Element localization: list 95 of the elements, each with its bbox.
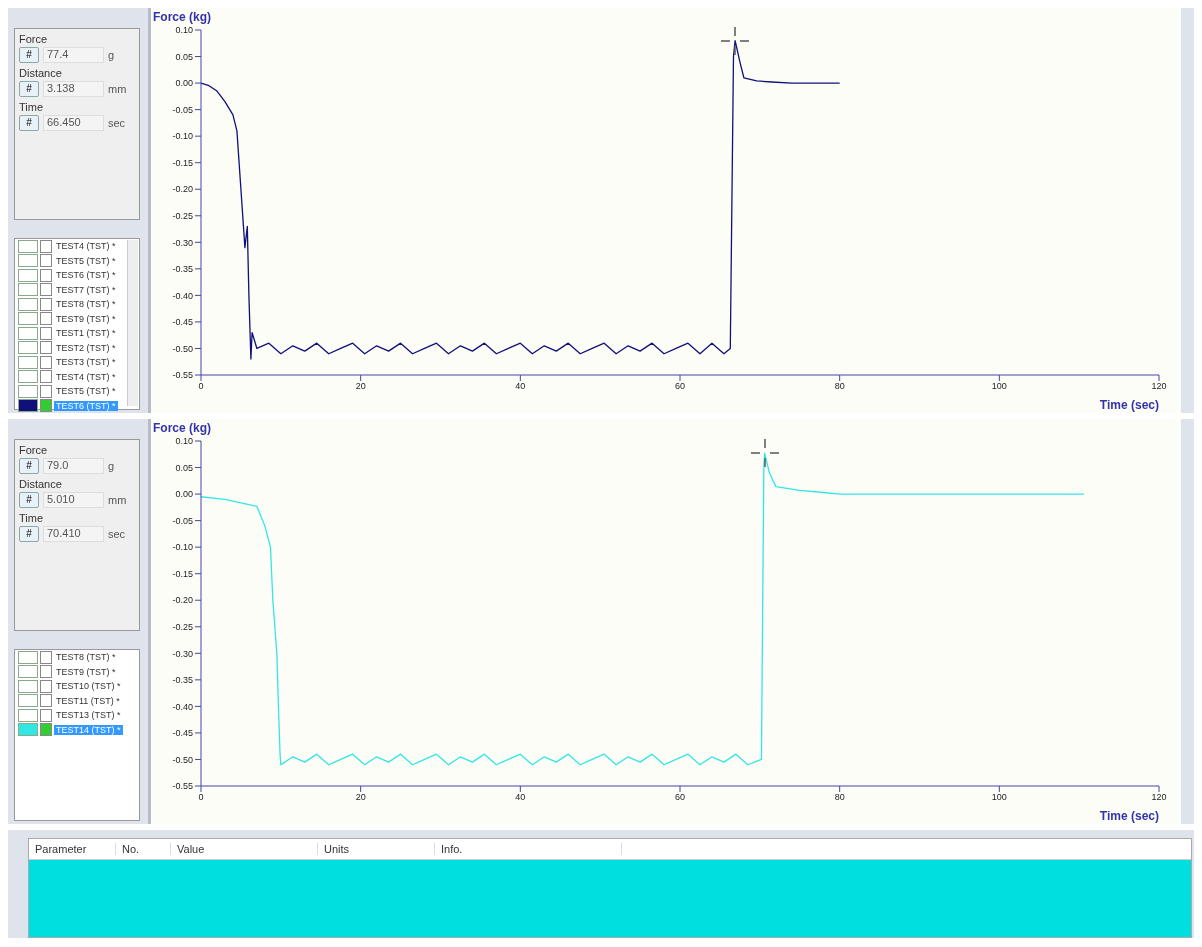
- text: No.: [116, 843, 171, 855]
- x-tick-label: 120: [1151, 381, 1167, 392]
- text: #: [19, 81, 39, 97]
- text: Units: [318, 843, 435, 855]
- y-axis-title: Force (kg): [153, 421, 212, 435]
- text: g: [108, 49, 115, 61]
- x-tick-label: 80: [834, 381, 845, 392]
- y-tick-label: -0.05: [172, 515, 193, 526]
- y-axis-title: Force (kg): [153, 10, 212, 24]
- x-tick-label: 60: [674, 381, 686, 392]
- text: TEST11 (TST) *: [55, 695, 121, 706]
- y-tick-label: -0.30: [172, 648, 193, 659]
- y-tick-label: 0.05: [175, 51, 193, 62]
- y-tick-label: -0.35: [172, 675, 193, 686]
- text: 66.450: [43, 115, 104, 131]
- text: #: [19, 115, 39, 131]
- y-tick-label: -0.35: [172, 264, 193, 275]
- text: TEST9 (TST) *: [55, 666, 117, 677]
- y-tick-label: -0.50: [172, 754, 193, 765]
- text: sec: [108, 117, 126, 129]
- x-tick-label: 60: [674, 792, 686, 803]
- text: TEST6 (TST) *: [55, 270, 117, 281]
- y-tick-label: -0.20: [172, 184, 193, 195]
- text: TEST14 (TST) *: [54, 724, 123, 735]
- x-tick-label: 0: [198, 381, 204, 392]
- text: TEST2 (TST) *: [55, 342, 117, 353]
- text: Info.: [435, 843, 622, 855]
- x-tick-label: 40: [515, 381, 526, 392]
- y-tick-label: -0.30: [172, 237, 193, 248]
- text: mm: [108, 83, 127, 95]
- y-tick-label: -0.05: [172, 104, 193, 115]
- text: 3.138: [43, 81, 104, 97]
- text: 79.0: [43, 458, 104, 474]
- text: Force: [19, 33, 49, 45]
- text: Parameter: [29, 843, 116, 855]
- y-tick-label: -0.45: [172, 317, 193, 328]
- text: #: [19, 458, 39, 474]
- text: mm: [108, 494, 127, 506]
- y-tick-label: -0.20: [172, 595, 193, 606]
- y-tick-label: -0.55: [172, 370, 193, 381]
- text: TEST1 (TST) *: [55, 328, 117, 339]
- text: TEST4 (TST) *: [55, 241, 117, 252]
- y-tick-label: -0.40: [172, 701, 193, 712]
- text: Distance: [19, 67, 63, 79]
- text: 77.4: [43, 47, 104, 63]
- y-tick-label: -0.45: [172, 728, 193, 739]
- x-tick-label: 80: [834, 792, 845, 803]
- text: #: [19, 47, 39, 63]
- text: 5.010: [43, 492, 104, 508]
- text: TEST8 (TST) *: [55, 299, 117, 310]
- line-series: [201, 452, 1085, 766]
- x-tick-label: 20: [355, 792, 366, 803]
- y-tick-label: -0.40: [172, 290, 193, 301]
- text: TEST4 (TST) *: [55, 371, 117, 382]
- text: Value: [171, 843, 318, 855]
- y-tick-label: 0.05: [175, 462, 193, 473]
- y-tick-label: -0.15: [172, 157, 193, 168]
- y-tick-label: -0.25: [172, 621, 193, 632]
- text: sec: [108, 528, 126, 540]
- x-tick-label: 100: [991, 792, 1007, 803]
- x-tick-label: 0: [198, 792, 204, 803]
- text: Distance: [19, 478, 63, 490]
- text: TEST9 (TST) *: [55, 313, 117, 324]
- y-tick-label: -0.25: [172, 210, 193, 221]
- y-tick-label: -0.10: [172, 542, 193, 553]
- text: TEST3 (TST) *: [55, 357, 117, 368]
- y-tick-label: -0.10: [172, 131, 193, 142]
- y-tick-label: 0.10: [175, 436, 193, 447]
- text: TEST5 (TST) *: [55, 386, 117, 397]
- text: TEST8 (TST) *: [55, 652, 117, 663]
- text: #: [19, 492, 39, 508]
- text: Time: [19, 101, 45, 113]
- line-series: [201, 39, 841, 360]
- text: Time: [19, 512, 45, 524]
- x-tick-label: 120: [1151, 792, 1167, 803]
- text: TEST7 (TST) *: [55, 284, 117, 295]
- y-tick-label: -0.50: [172, 343, 193, 354]
- y-tick-label: -0.55: [172, 781, 193, 792]
- x-tick-label: 100: [991, 381, 1007, 392]
- x-axis-title: Time (sec): [1099, 398, 1159, 412]
- text: TEST5 (TST) *: [55, 255, 117, 266]
- x-axis-title: Time (sec): [1099, 809, 1159, 823]
- x-tick-label: 40: [515, 792, 526, 803]
- text: TEST13 (TST) *: [55, 710, 122, 721]
- text: 70.410: [43, 526, 104, 542]
- y-tick-label: 0.00: [175, 78, 193, 89]
- text: #: [19, 526, 39, 542]
- text: Force: [19, 444, 49, 456]
- y-tick-label: 0.10: [175, 25, 193, 36]
- y-tick-label: 0.00: [175, 489, 193, 500]
- text: g: [108, 460, 115, 472]
- text: TEST10 (TST) *: [55, 681, 122, 692]
- text: TEST6 (TST) *: [54, 400, 118, 411]
- y-tick-label: -0.15: [172, 568, 193, 579]
- x-tick-label: 20: [355, 381, 366, 392]
